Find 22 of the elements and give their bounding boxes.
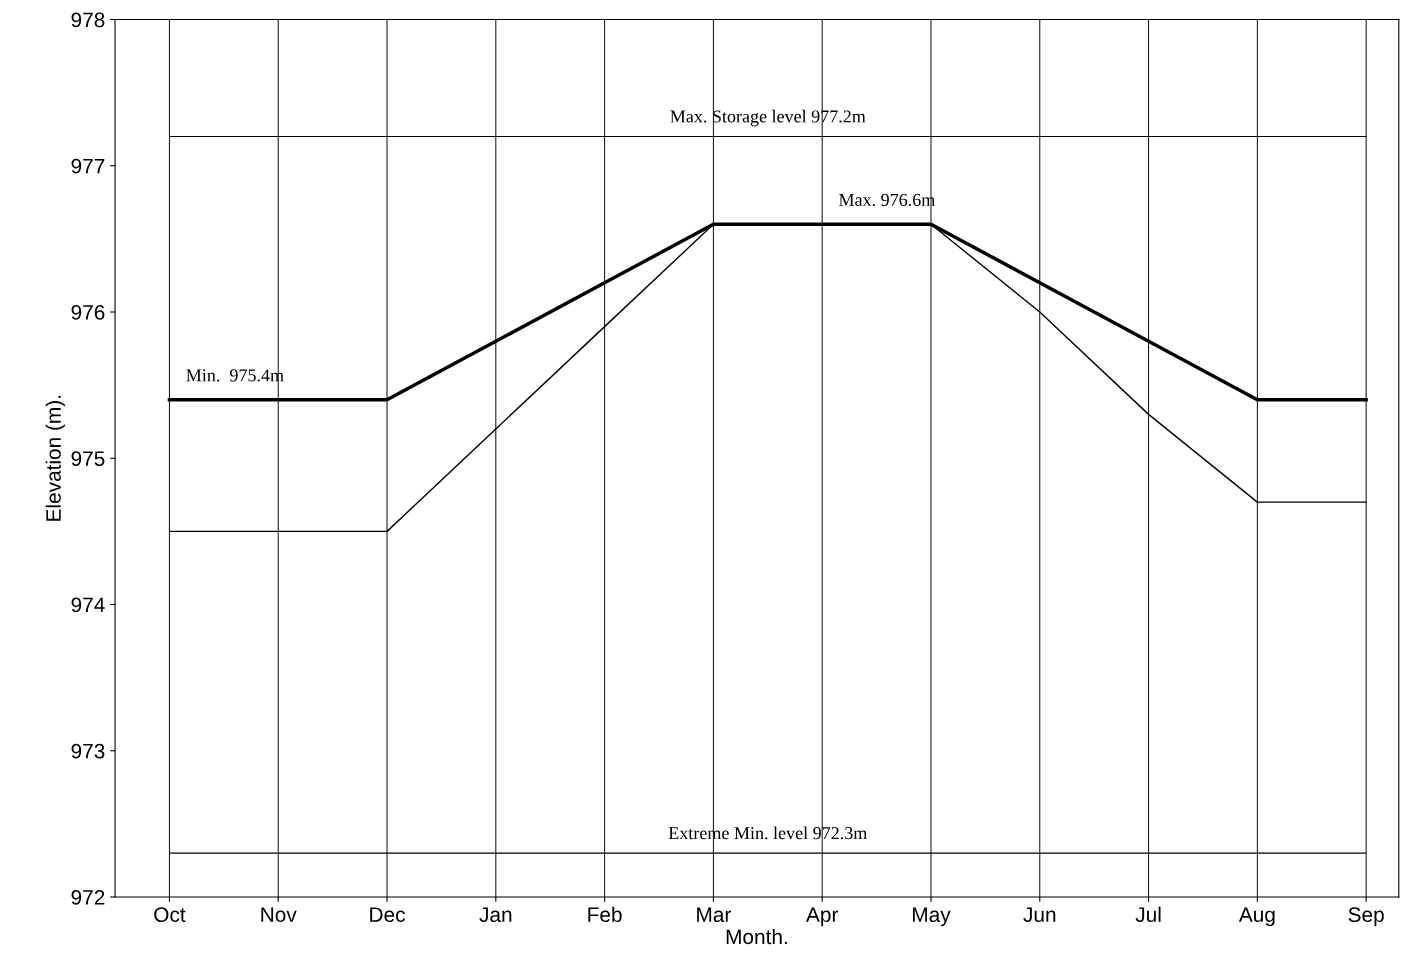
- x-tick-label: Mar: [697, 907, 731, 923]
- y-tick-label: 975: [71, 451, 105, 466]
- x-tick-label: Oct: [154, 907, 186, 923]
- y-tick-label: 976: [71, 305, 105, 320]
- annotation: Max. 976.6m: [839, 193, 936, 207]
- y-tick-label: 974: [71, 597, 105, 613]
- y-tick-label: 977: [71, 158, 105, 174]
- x-tick-label: Jun: [1023, 907, 1056, 923]
- x-tick-label: Jan: [479, 907, 512, 923]
- y-axis-title: Elevation (m).: [45, 395, 65, 521]
- x-tick-label: May: [913, 907, 951, 927]
- x-tick-label: Apr: [806, 907, 839, 927]
- x-axis-title: Month.: [726, 928, 787, 945]
- y-tick-label: 972: [71, 890, 105, 905]
- y-tick-label: 973: [71, 743, 105, 759]
- x-tick-label: Jul: [1135, 906, 1161, 923]
- x-tick-label: Feb: [588, 906, 622, 923]
- x-tick-label: Aug: [1238, 907, 1275, 927]
- x-tick-label: Dec: [370, 907, 405, 923]
- x-tick-label: Nov: [261, 907, 297, 923]
- x-tick-label: Sep: [1348, 907, 1384, 927]
- y-tick-label: 978: [71, 12, 105, 28]
